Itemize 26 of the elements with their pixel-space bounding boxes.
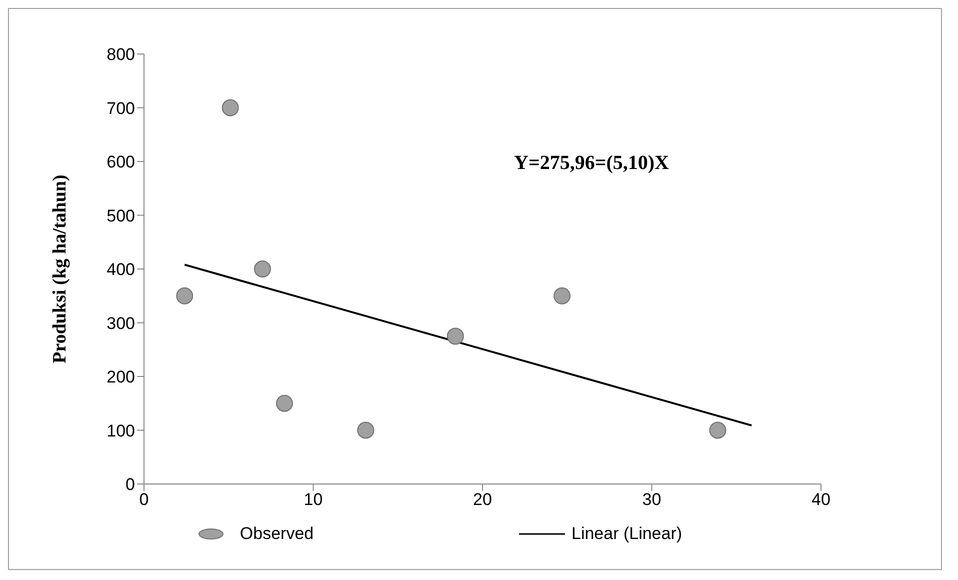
y-tick-label: 100 [106,421,135,440]
y-tick-label: 200 [106,368,135,387]
y-tick-label: 0 [126,475,135,494]
y-tick-label: 600 [106,152,135,172]
point [254,260,271,278]
point [709,422,726,439]
legend-label: Linear (Linear) [570,524,682,544]
point [176,287,194,304]
point [357,422,374,439]
y-tick-label: 700 [106,98,135,118]
point [276,394,293,412]
legend-label: Observed [238,524,314,544]
x-tick-label: 10 [304,490,323,510]
annotation: Y=275,96=(5,10)X [514,152,669,175]
x-tick-label: 40 [812,490,830,510]
y-tick-label: 800 [106,45,135,64]
y-tick-label: 300 [106,314,135,333]
y-axis-title: Produksi (kg ha/tahun) [50,174,71,364]
x-tick-label: 0 [139,490,149,510]
point [554,287,571,304]
y-tick-label: 400 [106,260,135,280]
x-tick-label: 20 [473,490,492,510]
point [446,328,464,345]
point [222,99,239,116]
y-tick-label: 500 [106,206,135,226]
x-tick-label: 30 [642,490,662,510]
